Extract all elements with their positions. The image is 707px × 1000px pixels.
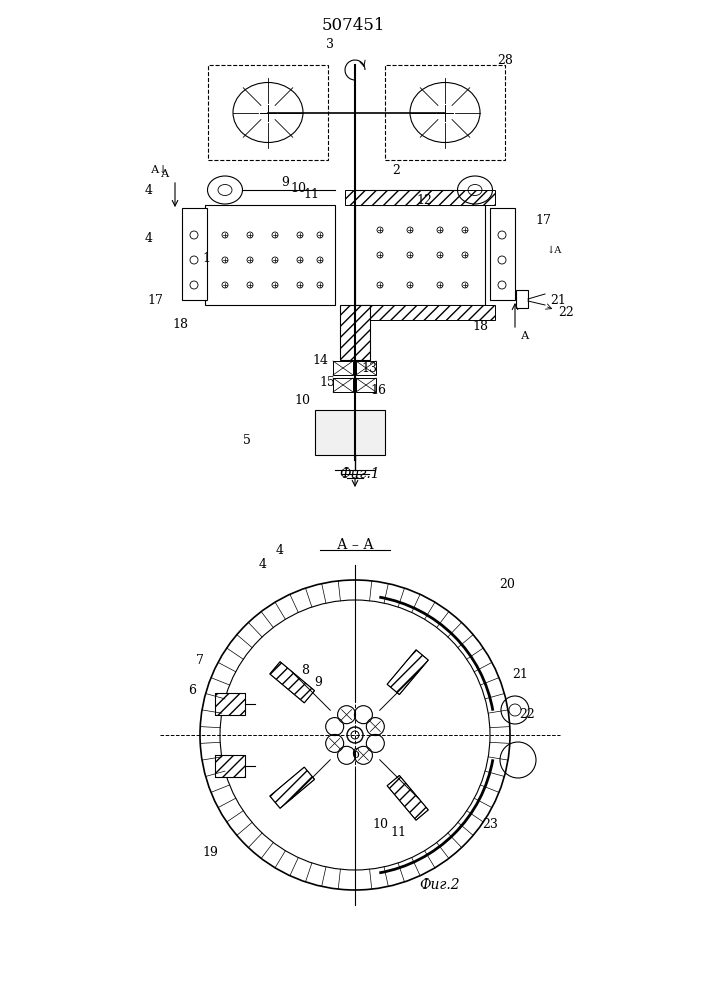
Text: 21: 21 (550, 294, 566, 306)
Text: 10: 10 (294, 393, 310, 406)
Bar (215, 693, 245, 715)
Text: 10: 10 (372, 818, 388, 832)
Bar (182, 208, 207, 300)
Bar (387, 650, 428, 695)
Text: 9: 9 (314, 676, 322, 688)
Text: 12: 12 (416, 194, 432, 207)
Text: 13: 13 (361, 361, 377, 374)
Text: 11: 11 (390, 826, 406, 838)
Text: 17: 17 (535, 215, 551, 228)
Text: Фиг.1: Фиг.1 (339, 467, 380, 481)
Text: 15: 15 (319, 376, 335, 389)
Text: 6: 6 (351, 748, 359, 762)
Bar (516, 290, 528, 308)
Text: 2: 2 (392, 163, 400, 176)
Text: 21: 21 (512, 668, 528, 682)
Bar (270, 767, 315, 808)
Text: 28: 28 (497, 53, 513, 66)
Bar (387, 650, 428, 695)
Text: 507451: 507451 (321, 16, 385, 33)
Bar (270, 662, 315, 703)
Text: 9: 9 (281, 176, 289, 188)
Text: 14: 14 (312, 354, 328, 366)
Text: 4: 4 (145, 184, 153, 196)
Text: 4: 4 (276, 544, 284, 556)
Bar (270, 767, 315, 808)
Text: 20: 20 (499, 578, 515, 591)
Bar (387, 775, 428, 820)
Text: А↓: А↓ (151, 165, 169, 175)
Text: 4: 4 (259, 558, 267, 572)
Bar (208, 65, 328, 160)
Text: 16: 16 (370, 384, 386, 397)
Bar (215, 755, 245, 777)
Text: 8: 8 (301, 664, 309, 676)
Text: 6: 6 (188, 684, 196, 696)
Bar (356, 378, 376, 392)
Text: 10: 10 (290, 182, 306, 194)
Text: 17: 17 (147, 294, 163, 306)
Bar (345, 305, 495, 320)
Text: 22: 22 (558, 306, 574, 318)
Text: 18: 18 (172, 318, 188, 332)
Text: А: А (160, 169, 169, 179)
Bar (385, 65, 505, 160)
Text: А: А (521, 331, 529, 341)
Bar (205, 205, 335, 305)
Text: 19: 19 (202, 846, 218, 858)
Bar (333, 361, 353, 375)
Bar (387, 775, 428, 820)
Text: Фиг.2: Фиг.2 (420, 878, 460, 892)
Text: 7: 7 (196, 654, 204, 666)
Text: 18: 18 (472, 320, 488, 334)
Text: 5: 5 (243, 434, 251, 446)
Bar (215, 755, 245, 777)
Text: 11: 11 (303, 188, 319, 200)
Text: 23: 23 (482, 818, 498, 832)
Text: А – А: А – А (337, 538, 373, 552)
Bar (215, 693, 245, 715)
Text: 1: 1 (202, 251, 210, 264)
Bar (345, 190, 495, 205)
Bar (490, 208, 515, 300)
Bar (270, 662, 315, 703)
Text: ↓А: ↓А (547, 245, 563, 254)
Bar (315, 410, 385, 455)
Text: 3: 3 (326, 38, 334, 51)
Bar (333, 378, 353, 392)
Text: 22: 22 (519, 708, 535, 722)
Text: 4: 4 (145, 232, 153, 244)
Bar (355, 205, 485, 305)
Bar (340, 305, 370, 360)
Bar (356, 361, 376, 375)
